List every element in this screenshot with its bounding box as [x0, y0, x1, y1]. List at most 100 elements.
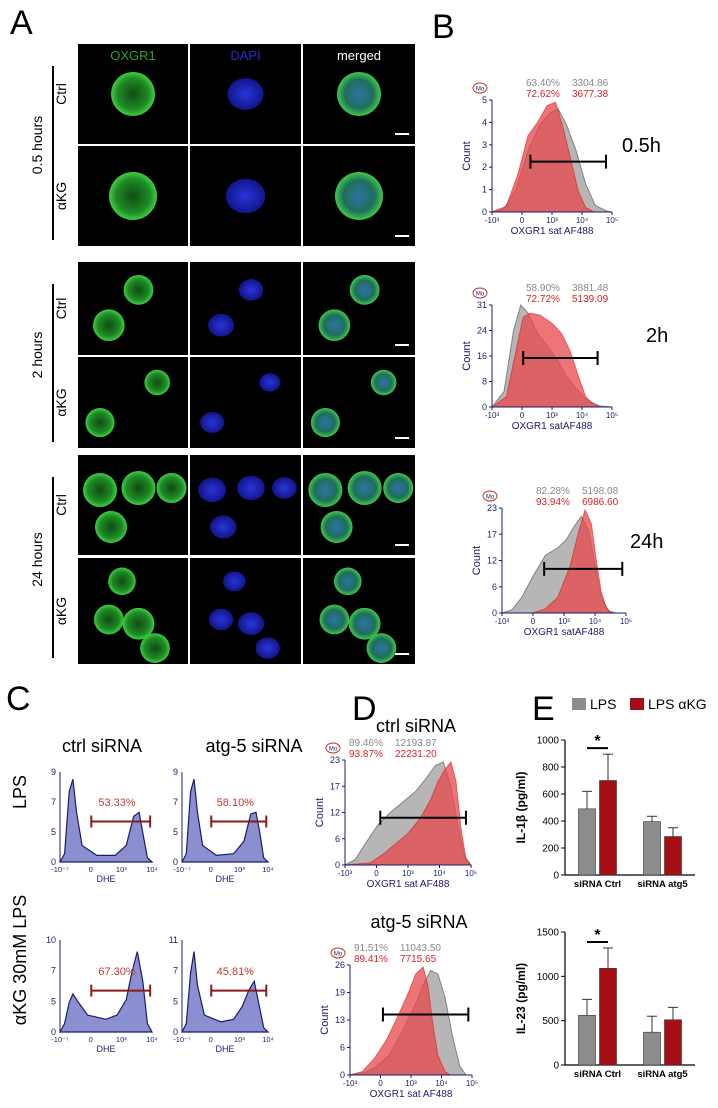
- row-label: Ctrl: [53, 83, 69, 105]
- time-label: 24h: [630, 531, 663, 553]
- y-tick-label: 0: [51, 857, 56, 867]
- merged-cell: [319, 604, 350, 635]
- x-tick-label: 0: [209, 1035, 213, 1044]
- y-tick-label: 10: [46, 935, 56, 945]
- x-tick-label: 0: [531, 617, 536, 626]
- y-tick-label: 9: [51, 767, 56, 777]
- x-tick-label: 0: [89, 865, 93, 874]
- merged-cell: [310, 407, 340, 438]
- blue-nucleus: [259, 373, 281, 392]
- y-tick-label: 0: [335, 860, 340, 870]
- significance-star: *: [594, 733, 601, 750]
- y-tick-label: 9: [173, 767, 178, 777]
- red-pct: 72.72%: [526, 294, 560, 305]
- bar: [664, 836, 682, 876]
- red-histogram: [344, 761, 473, 866]
- y-tick-label: 1000: [537, 736, 560, 747]
- time-label: 0.5h: [622, 135, 661, 157]
- y-tick-label: 1: [482, 185, 487, 195]
- merged-cell: [347, 471, 382, 505]
- red-pct: 89.41%: [354, 954, 388, 965]
- category-label: siRNA atg5: [637, 879, 688, 890]
- x-axis-label: OXGR1 sat AF488: [367, 879, 450, 890]
- grey-val: 5198.08: [582, 486, 619, 497]
- x-tick-label: 10⁴: [576, 216, 589, 225]
- legend: LPS LPS αKG: [572, 696, 707, 712]
- x-tick-label: 10³: [402, 869, 414, 878]
- legend-swatch: [572, 698, 586, 710]
- gate-pct: 53.33%: [98, 797, 136, 809]
- y-tick-label: 6: [340, 1043, 345, 1053]
- micro-tile: [190, 558, 301, 664]
- x-tick-label: 10⁴: [589, 617, 602, 626]
- y-tick-label: 5: [51, 996, 56, 1006]
- merged-cell: [320, 511, 353, 543]
- x-tick-label: 0: [520, 411, 525, 420]
- y-tick-label: 5: [173, 827, 178, 837]
- micro-tile: [190, 455, 301, 555]
- red-val: 3677.38: [572, 89, 609, 100]
- bar: [578, 808, 596, 876]
- category-label: siRNA Ctrl: [574, 1069, 621, 1080]
- blue-nucleus: [225, 178, 266, 214]
- x-tick-label: 10⁴: [435, 1079, 448, 1088]
- y-tick-label: 31: [477, 300, 487, 310]
- y-axis-label: IL-1β (pg/ml): [514, 772, 528, 844]
- y-tick-label: 1500: [537, 928, 560, 939]
- x-tick-label: 10⁵: [466, 1079, 478, 1088]
- gate-pct: 45.81%: [217, 966, 255, 978]
- blue-nucleus: [237, 475, 265, 501]
- x-tick-label: -10³: [338, 869, 353, 878]
- y-tick-label: 0: [340, 1070, 345, 1080]
- green-cell: [95, 511, 127, 543]
- x-tick-label: 0: [378, 1079, 383, 1088]
- red-histogram: [490, 312, 601, 408]
- blue-nucleus: [208, 313, 235, 337]
- plot-title: ctrl siRNA: [376, 716, 456, 736]
- row-title: αKG 30mM LPS: [10, 895, 30, 1025]
- grey-pct: 58.90%: [526, 283, 560, 294]
- y-tick-label: 800: [542, 763, 559, 774]
- merged-cell: [348, 607, 381, 640]
- time-label: 2h: [646, 325, 668, 347]
- red-pct: 93.94%: [536, 497, 570, 508]
- blue-nucleus: [238, 279, 264, 301]
- gate-pct: 58.10%: [217, 797, 255, 809]
- merged-cell: [337, 72, 381, 116]
- red-val: 22231.20: [395, 749, 437, 760]
- bar: [664, 1019, 682, 1066]
- bar: [578, 1015, 596, 1066]
- dhe-histogram-fill: [181, 951, 270, 1033]
- merged-cell: [370, 369, 397, 396]
- mode-icon: [330, 947, 346, 959]
- merged-cell: [349, 275, 380, 305]
- y-tick-label: 7: [173, 797, 178, 807]
- row-label: Ctrl: [53, 298, 69, 320]
- x-tick-label: 0: [520, 216, 525, 225]
- green-cell: [140, 633, 170, 663]
- y-tick-label: 0: [553, 871, 559, 882]
- mode-icon-label: Mo: [486, 495, 495, 501]
- green-cell: [93, 604, 124, 635]
- red-val: 7715.65: [400, 954, 437, 965]
- merged-cell: [383, 473, 414, 503]
- grey-pct: 89.46%: [349, 738, 383, 749]
- legend-label: LPS αKG: [648, 696, 707, 712]
- y-axis-label: Count: [314, 798, 326, 827]
- red-pct: 72.62%: [526, 89, 560, 100]
- blue-nucleus: [227, 78, 264, 110]
- dhe-histogram-fill: [181, 779, 270, 863]
- gate-pct: 67.30%: [98, 966, 136, 978]
- y-tick-label: 200: [542, 844, 559, 855]
- timepoint-label: 24 hours: [29, 532, 45, 586]
- grey-val: 11043.50: [400, 943, 441, 954]
- legend-label: LPS: [590, 696, 616, 712]
- panel-letter-a: A: [10, 4, 33, 42]
- blue-nucleus: [210, 515, 237, 539]
